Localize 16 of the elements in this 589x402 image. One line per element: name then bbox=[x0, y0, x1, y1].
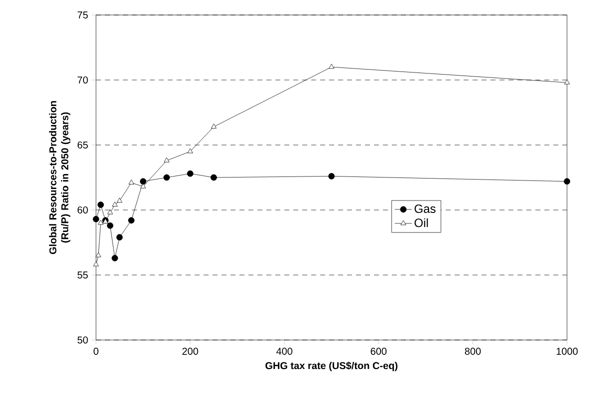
y-tick-label: 75 bbox=[78, 12, 88, 18]
y-axis-title: Global Resources-to-Production (Ru/P) Ratio in 2050 (years) bbox=[49, 101, 70, 254]
x-tick-label: 600 bbox=[370, 348, 387, 355]
y-tick-label: 50 bbox=[78, 336, 88, 344]
x-tick-label: 400 bbox=[276, 348, 292, 355]
x-tick-label: 0 bbox=[94, 348, 98, 355]
legend-label: Oil bbox=[414, 218, 428, 228]
y-tick-label: 55 bbox=[78, 272, 88, 278]
y-tick-label: 65 bbox=[78, 141, 88, 149]
x-tick-label: 800 bbox=[464, 348, 481, 355]
x-tick-label: 200 bbox=[182, 348, 198, 355]
legend-label: Gas bbox=[414, 204, 436, 213]
y-tick-label: 60 bbox=[78, 206, 88, 214]
y-tick-label: 70 bbox=[78, 76, 88, 84]
x-axis-title: GHG tax rate (US$/ton C-eq) bbox=[265, 362, 398, 372]
x-tick-label: 1000 bbox=[556, 348, 578, 355]
